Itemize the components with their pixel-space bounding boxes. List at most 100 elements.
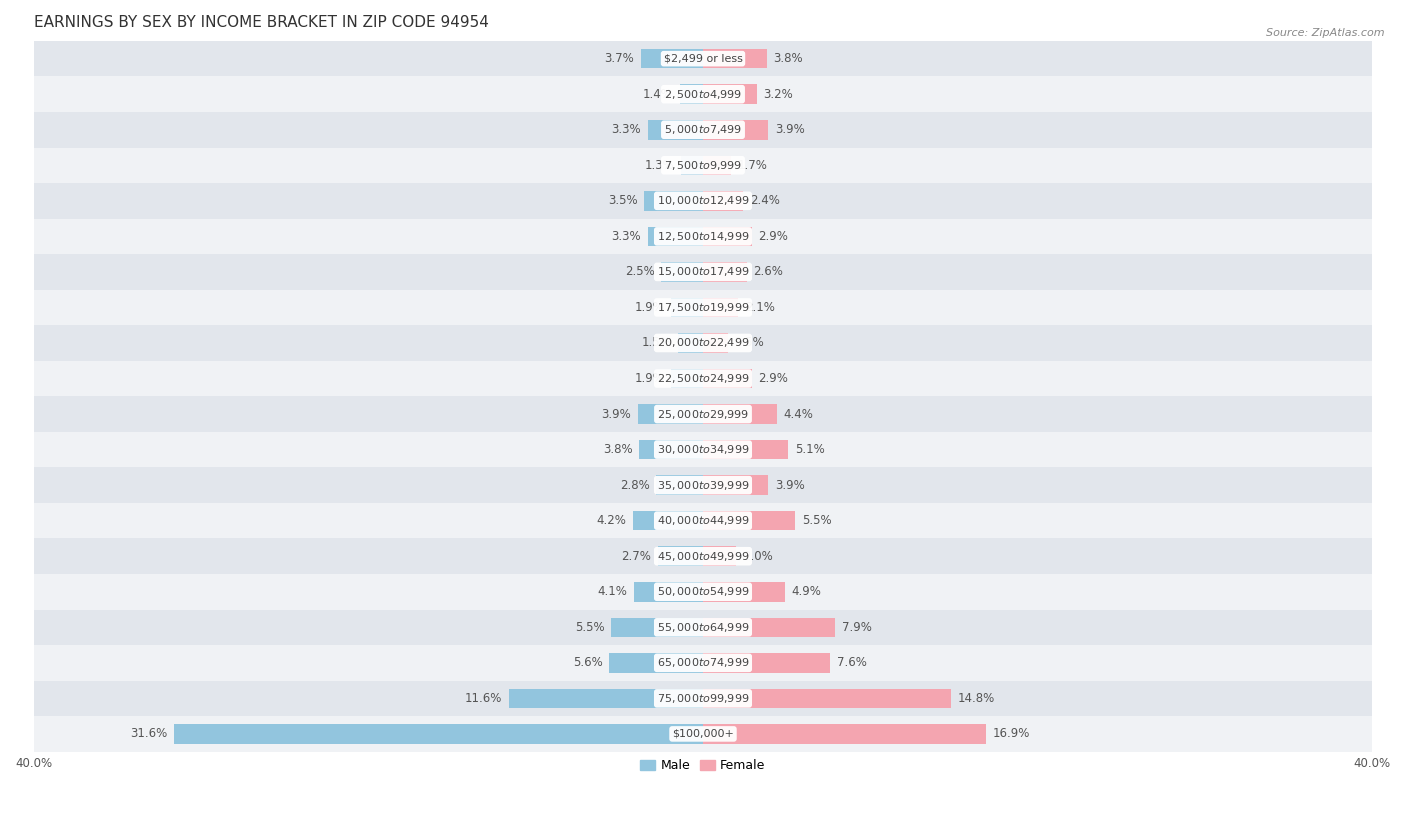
Bar — [703, 689, 950, 708]
Bar — [703, 404, 776, 424]
Text: 16.9%: 16.9% — [993, 728, 1031, 741]
Text: 5.5%: 5.5% — [575, 621, 605, 634]
Bar — [34, 716, 1372, 752]
Bar — [638, 404, 703, 424]
Text: 2.9%: 2.9% — [758, 230, 789, 243]
Bar — [703, 262, 747, 281]
Bar — [703, 440, 789, 459]
Bar — [682, 155, 703, 175]
Text: 2.8%: 2.8% — [620, 479, 650, 492]
Text: $55,000 to $64,999: $55,000 to $64,999 — [657, 621, 749, 634]
Bar — [34, 325, 1372, 361]
Text: 7.9%: 7.9% — [842, 621, 872, 634]
Bar — [703, 369, 752, 389]
Bar — [703, 85, 756, 104]
Bar — [703, 724, 986, 744]
Bar — [644, 191, 703, 211]
Text: $10,000 to $12,499: $10,000 to $12,499 — [657, 194, 749, 207]
Text: $35,000 to $39,999: $35,000 to $39,999 — [657, 479, 749, 492]
Text: 3.5%: 3.5% — [609, 194, 638, 207]
Bar — [34, 396, 1372, 432]
Text: 2.4%: 2.4% — [749, 194, 780, 207]
Text: $2,499 or less: $2,499 or less — [664, 54, 742, 63]
Bar — [671, 369, 703, 389]
Text: 3.9%: 3.9% — [775, 124, 804, 137]
Text: $17,500 to $19,999: $17,500 to $19,999 — [657, 301, 749, 314]
Bar — [609, 653, 703, 672]
Text: 1.9%: 1.9% — [634, 301, 665, 314]
Text: EARNINGS BY SEX BY INCOME BRACKET IN ZIP CODE 94954: EARNINGS BY SEX BY INCOME BRACKET IN ZIP… — [34, 15, 488, 30]
Text: $50,000 to $54,999: $50,000 to $54,999 — [657, 585, 749, 598]
Text: $30,000 to $34,999: $30,000 to $34,999 — [657, 443, 749, 456]
Bar — [34, 41, 1372, 76]
Text: 2.6%: 2.6% — [754, 265, 783, 278]
Bar — [703, 298, 738, 317]
Bar — [703, 618, 835, 637]
Bar — [658, 546, 703, 566]
Bar — [34, 574, 1372, 610]
Bar — [640, 440, 703, 459]
Text: 1.5%: 1.5% — [735, 337, 765, 350]
Text: 5.6%: 5.6% — [572, 656, 603, 669]
Bar — [34, 219, 1372, 254]
Text: $22,500 to $24,999: $22,500 to $24,999 — [657, 372, 749, 385]
Bar — [34, 645, 1372, 680]
Text: 4.2%: 4.2% — [596, 514, 626, 527]
Bar — [34, 503, 1372, 538]
Bar — [34, 147, 1372, 183]
Text: 3.8%: 3.8% — [603, 443, 633, 456]
Bar — [703, 191, 744, 211]
Text: 2.9%: 2.9% — [758, 372, 789, 385]
Text: 3.9%: 3.9% — [775, 479, 804, 492]
Text: 11.6%: 11.6% — [465, 692, 502, 705]
Bar — [34, 289, 1372, 325]
Text: $40,000 to $44,999: $40,000 to $44,999 — [657, 514, 749, 527]
Legend: Male, Female: Male, Female — [636, 754, 770, 777]
Text: $20,000 to $22,499: $20,000 to $22,499 — [657, 337, 749, 350]
Text: $75,000 to $99,999: $75,000 to $99,999 — [657, 692, 749, 705]
Bar — [703, 582, 785, 602]
Bar — [703, 227, 752, 246]
Bar — [34, 361, 1372, 396]
Text: 1.9%: 1.9% — [634, 372, 665, 385]
Text: 2.7%: 2.7% — [621, 550, 651, 563]
Bar — [34, 254, 1372, 289]
Text: 3.3%: 3.3% — [612, 124, 641, 137]
Text: $25,000 to $29,999: $25,000 to $29,999 — [657, 407, 749, 420]
Text: 3.9%: 3.9% — [602, 407, 631, 420]
Text: 4.1%: 4.1% — [598, 585, 627, 598]
Bar — [34, 467, 1372, 503]
Text: 1.7%: 1.7% — [738, 159, 768, 172]
Bar — [679, 85, 703, 104]
Text: 7.6%: 7.6% — [837, 656, 866, 669]
Bar — [633, 511, 703, 530]
Bar — [34, 610, 1372, 645]
Text: 31.6%: 31.6% — [131, 728, 167, 741]
Bar — [641, 49, 703, 68]
Text: 2.1%: 2.1% — [745, 301, 775, 314]
Text: 2.5%: 2.5% — [624, 265, 654, 278]
Text: 14.8%: 14.8% — [957, 692, 994, 705]
Text: Source: ZipAtlas.com: Source: ZipAtlas.com — [1267, 28, 1385, 38]
Text: 4.4%: 4.4% — [783, 407, 813, 420]
Bar — [703, 120, 768, 140]
Text: 3.8%: 3.8% — [773, 52, 803, 65]
Bar — [703, 511, 794, 530]
Text: $15,000 to $17,499: $15,000 to $17,499 — [657, 265, 749, 278]
Bar — [703, 653, 830, 672]
Bar — [648, 227, 703, 246]
Text: 3.2%: 3.2% — [763, 88, 793, 101]
Text: $12,500 to $14,999: $12,500 to $14,999 — [657, 230, 749, 243]
Text: $7,500 to $9,999: $7,500 to $9,999 — [664, 159, 742, 172]
Text: $5,000 to $7,499: $5,000 to $7,499 — [664, 124, 742, 137]
Text: 2.0%: 2.0% — [744, 550, 773, 563]
Bar — [703, 333, 728, 353]
Text: 1.3%: 1.3% — [645, 159, 675, 172]
Text: 1.4%: 1.4% — [643, 88, 673, 101]
Bar — [657, 476, 703, 495]
Text: 5.5%: 5.5% — [801, 514, 831, 527]
Bar — [34, 183, 1372, 219]
Bar — [509, 689, 703, 708]
Bar — [612, 618, 703, 637]
Bar — [34, 680, 1372, 716]
